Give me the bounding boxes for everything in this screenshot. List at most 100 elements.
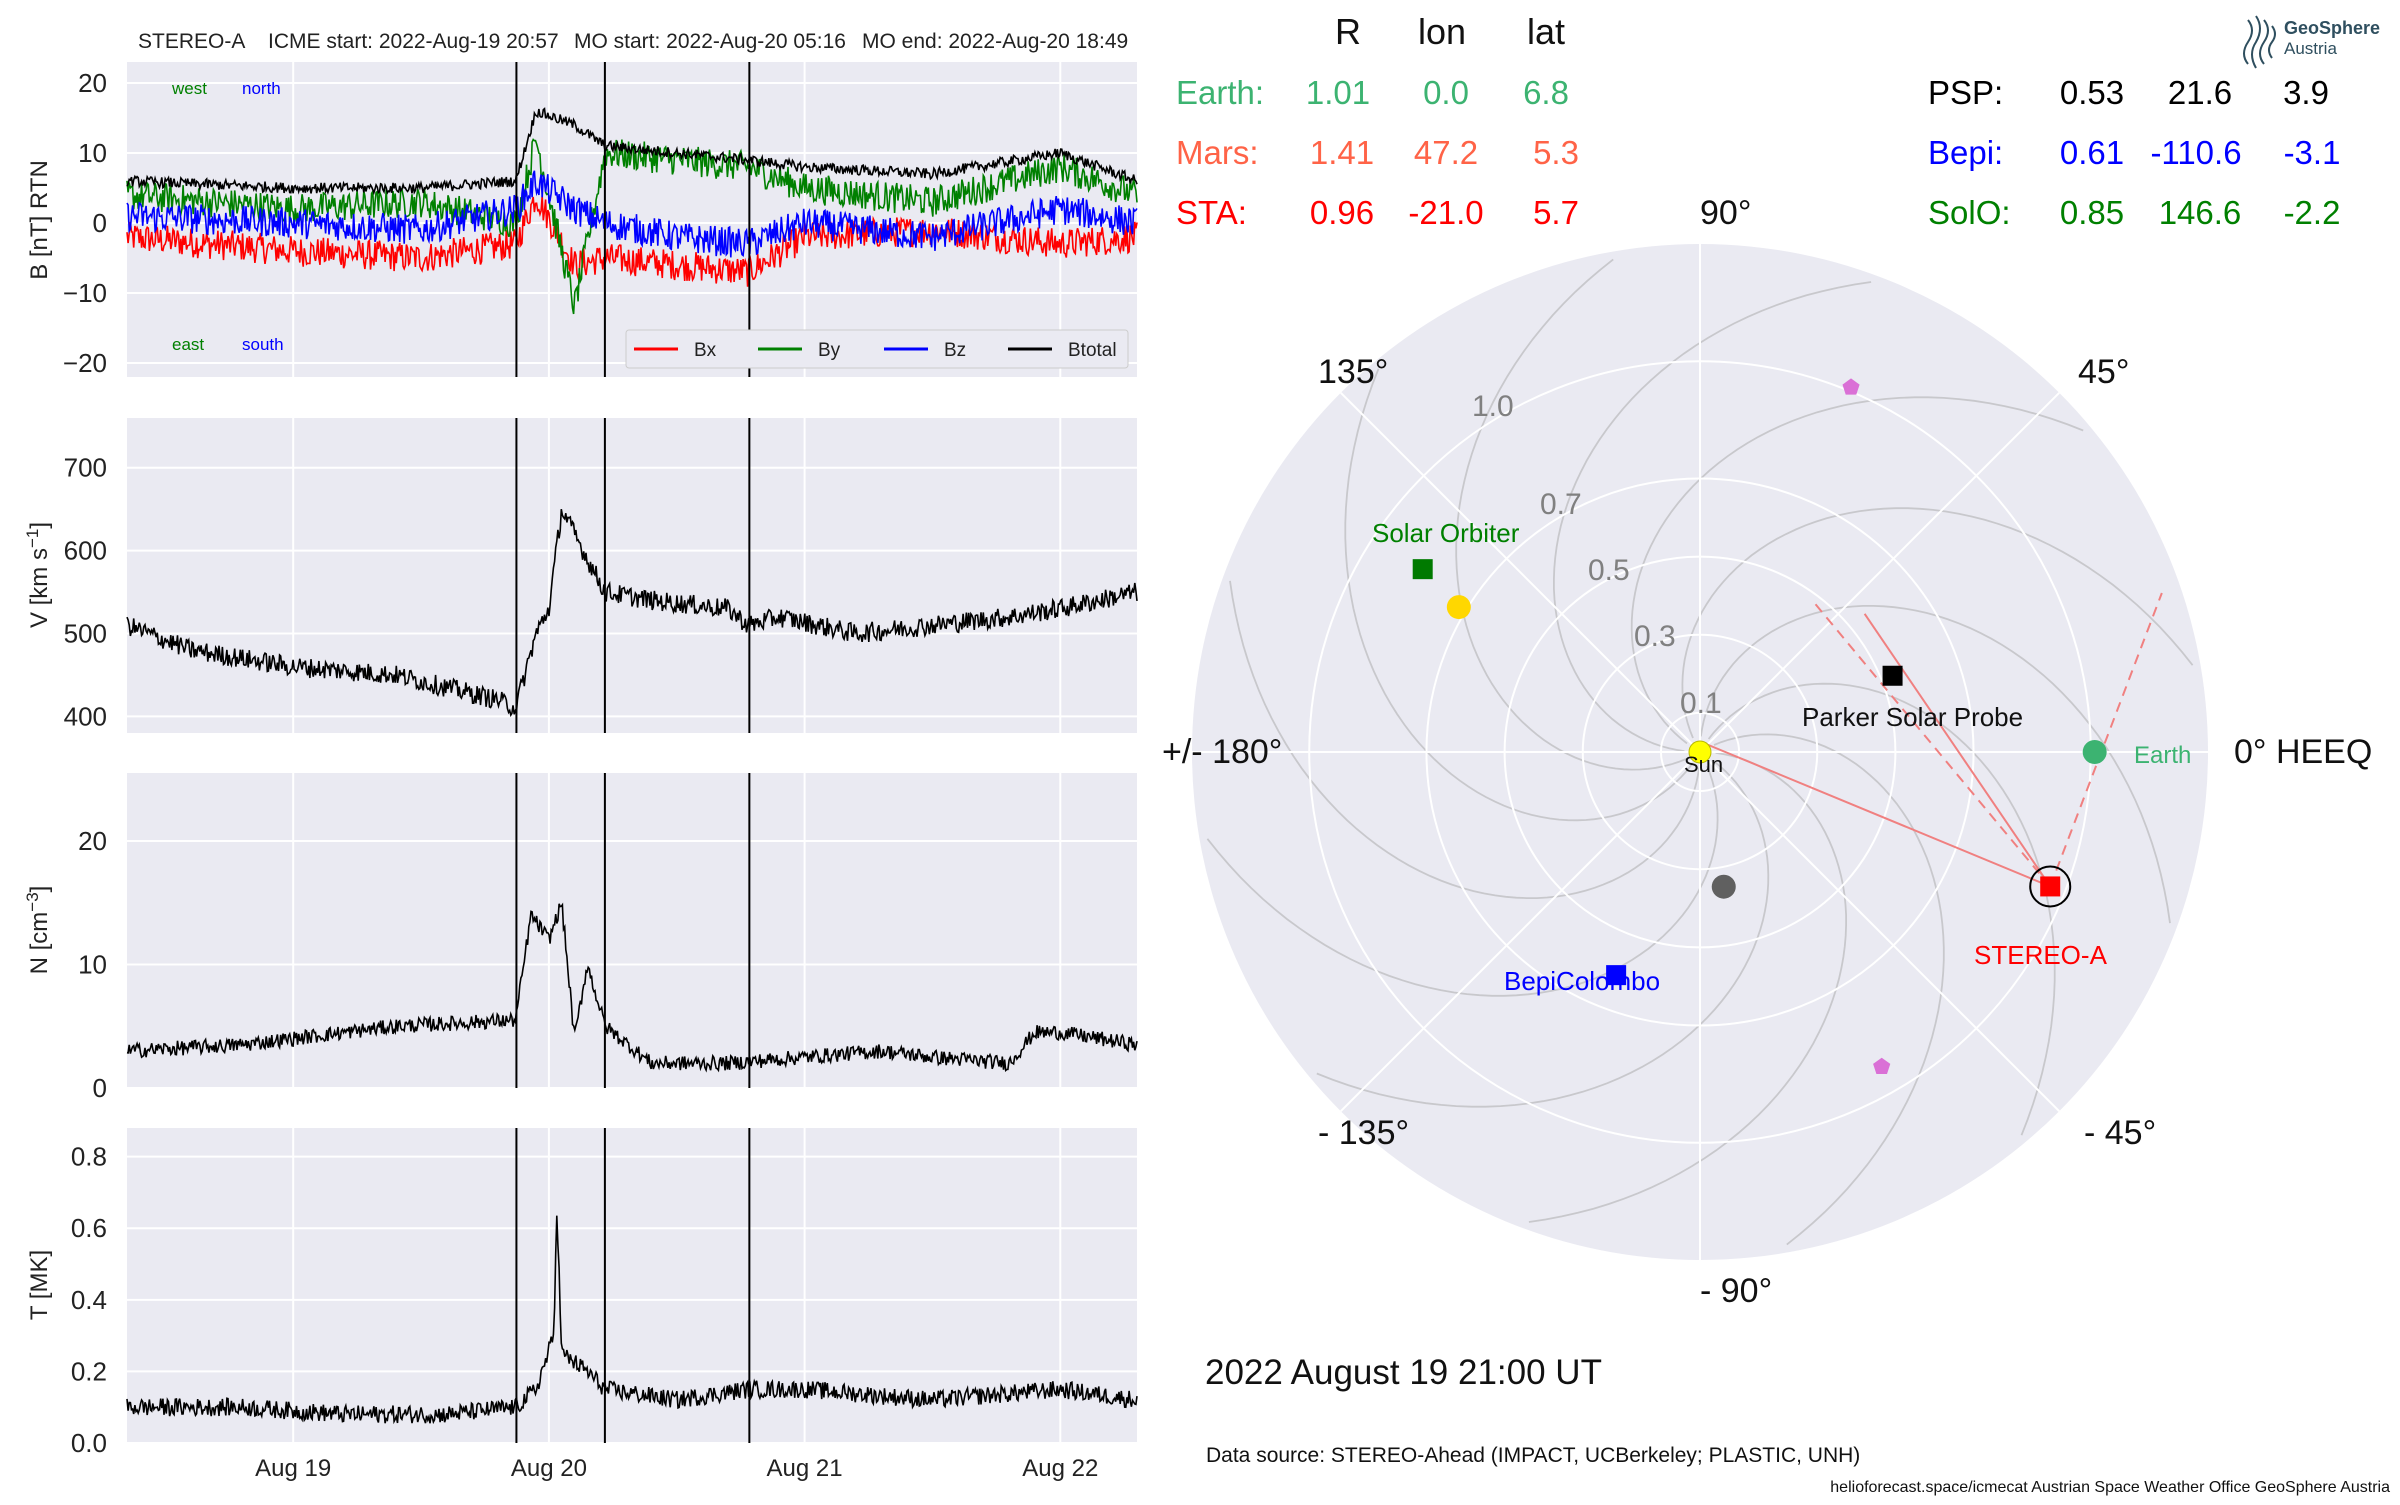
parker-spiral xyxy=(1316,759,1770,1108)
row-earth-lat: 6.8 xyxy=(1523,74,1569,111)
n-ylabel-end: ] xyxy=(26,886,53,893)
position-table: R lon lat Earth: 1.01 0.0 6.8 Mars: 1.41… xyxy=(1176,11,2340,231)
v-ylabel-sup: −1 xyxy=(23,529,42,548)
plot-date: 2022 August 19 21:00 UT xyxy=(1205,1353,1602,1392)
n-ylabel: N [cm−3] xyxy=(23,886,53,975)
ytick-label-b: −20 xyxy=(63,348,107,378)
series-bz xyxy=(126,170,1138,258)
legend-by: By xyxy=(818,340,841,361)
logo-line2: Austria xyxy=(2284,39,2337,58)
psp-marker xyxy=(1882,665,1903,686)
row-solo-lon: 146.6 xyxy=(2159,194,2242,231)
parker-spiral xyxy=(1681,507,2194,739)
v-ylabel-main: V [km s xyxy=(26,548,53,628)
ytick-label-n: 10 xyxy=(78,949,107,979)
row-psp-lat: 3.9 xyxy=(2283,74,2329,111)
n-ylabel-sup: −3 xyxy=(23,892,42,911)
parker-spiral xyxy=(1707,682,2056,1136)
series-btotal xyxy=(126,107,1138,196)
angle-minus-135: - 135° xyxy=(1318,1114,1409,1152)
angle-minus-45: - 45° xyxy=(2084,1114,2156,1152)
polar-objects xyxy=(1412,378,2163,1074)
ytick-label-b: 0 xyxy=(93,208,107,238)
label-solar-orbiter: Solar Orbiter xyxy=(1372,518,1520,548)
t-ylabel: T [MK] xyxy=(26,1250,53,1320)
bepi-marker xyxy=(1606,965,1627,986)
label-bepicolombo: BepiColombo xyxy=(1504,966,1660,996)
parker-spiral xyxy=(1229,580,1700,899)
series-bx xyxy=(126,195,1138,287)
angle-minus-90: - 90° xyxy=(1700,1272,1772,1310)
row-solo-r: 0.85 xyxy=(2060,194,2124,231)
ytick-label-v: 400 xyxy=(64,701,107,731)
earth-marker xyxy=(2082,740,2107,764)
col-header-r: R xyxy=(1335,11,1361,52)
credits: helioforecast.space/icmecat Austrian Spa… xyxy=(1830,1479,2390,1496)
row-bepi-label: Bepi: xyxy=(1928,134,2003,171)
rlabel-0-5: 0.5 xyxy=(1588,554,1630,587)
polar-spoke xyxy=(1699,392,2060,753)
sta-fov-line xyxy=(1705,743,2051,888)
sta-ring xyxy=(2029,865,2072,908)
angle-135: 135° xyxy=(1318,353,1388,391)
row-solo-lat: -2.2 xyxy=(2284,194,2341,231)
rlabel-0-7: 0.7 xyxy=(1540,488,1582,521)
angle-0: 0° HEEQ xyxy=(2234,733,2372,771)
series-n xyxy=(126,902,1138,1073)
ytick-label-t: 0.4 xyxy=(71,1285,107,1315)
ytick-label-t: 0.6 xyxy=(71,1213,107,1243)
pentagon-marker xyxy=(1842,378,1860,395)
polar-spoke xyxy=(1699,751,2060,1112)
v-ylabel: V [km s−1] xyxy=(23,522,53,628)
sta-marker xyxy=(2040,876,2061,897)
legend-bx: Bx xyxy=(694,340,717,361)
row-sta-label: STA: xyxy=(1176,194,1247,231)
row-psp-r: 0.53 xyxy=(2060,74,2124,111)
axis-ticks: 20 10 0 −10 −20 700 600 500 400 20 10 0 0.8 0.6 0.4 0.2… xyxy=(63,68,1098,1482)
angle-90: 90° xyxy=(1700,194,1751,232)
ytick-label-b: −10 xyxy=(63,278,107,308)
rlabel-0-3: 0.3 xyxy=(1634,620,1676,653)
legend-box xyxy=(625,329,1129,369)
ytick-label-t: 0.0 xyxy=(71,1428,107,1458)
west-label: west xyxy=(171,79,207,98)
ytick-label-t: 0.8 xyxy=(71,1142,107,1172)
data-source: Data source: STEREO-Ahead (IMPACT, UCBer… xyxy=(1206,1444,1860,1467)
sta-fov-line xyxy=(1863,613,2052,888)
rlabel-1-0: 1.0 xyxy=(1472,390,1514,423)
row-bepi-lon: -110.6 xyxy=(2150,134,2241,171)
ytick-label-v: 500 xyxy=(64,619,107,649)
col-header-lat: lat xyxy=(1527,11,1565,52)
label-stereo-a: STEREO-A xyxy=(1974,940,2108,970)
row-earth-r: 1.01 xyxy=(1306,74,1370,111)
solo-marker xyxy=(1412,559,1433,580)
row-earth-lon: 0.0 xyxy=(1423,74,1469,111)
col-header-lon: lon xyxy=(1418,11,1466,52)
legend-bz: Bz xyxy=(944,340,966,361)
label-sun: Sun xyxy=(1684,752,1723,777)
row-bepi-lat: -3.1 xyxy=(2284,134,2341,171)
polar-grid xyxy=(1192,244,2208,1260)
ytick-label-b: 20 xyxy=(78,68,107,98)
sta-fov-dashed xyxy=(2049,592,2163,887)
row-solo-label: SolO: xyxy=(1928,194,2011,231)
v-ylabel-end: ] xyxy=(26,522,53,529)
logo-line1: GeoSphere xyxy=(2284,18,2380,38)
angle-180: +/- 180° xyxy=(1162,733,1282,771)
parker-spiral xyxy=(1700,605,2171,924)
xtick-label: Aug 20 xyxy=(511,1455,587,1482)
angle-45: 45° xyxy=(2078,353,2129,391)
row-psp-lon: 21.6 xyxy=(2168,74,2232,111)
ytick-label-v: 700 xyxy=(64,453,107,483)
ytick-label-n: 0 xyxy=(93,1073,107,1103)
pentagon-marker xyxy=(1873,1057,1891,1074)
legend-btotal: Btotal xyxy=(1068,340,1117,361)
t-panel xyxy=(127,1128,1137,1443)
polar-spoke xyxy=(1340,392,1701,753)
xtick-label: Aug 19 xyxy=(255,1455,331,1482)
rlabel-0-1: 0.1 xyxy=(1680,687,1722,720)
ytick-label-v: 600 xyxy=(64,536,107,566)
parker-spiral xyxy=(1713,733,1945,1246)
